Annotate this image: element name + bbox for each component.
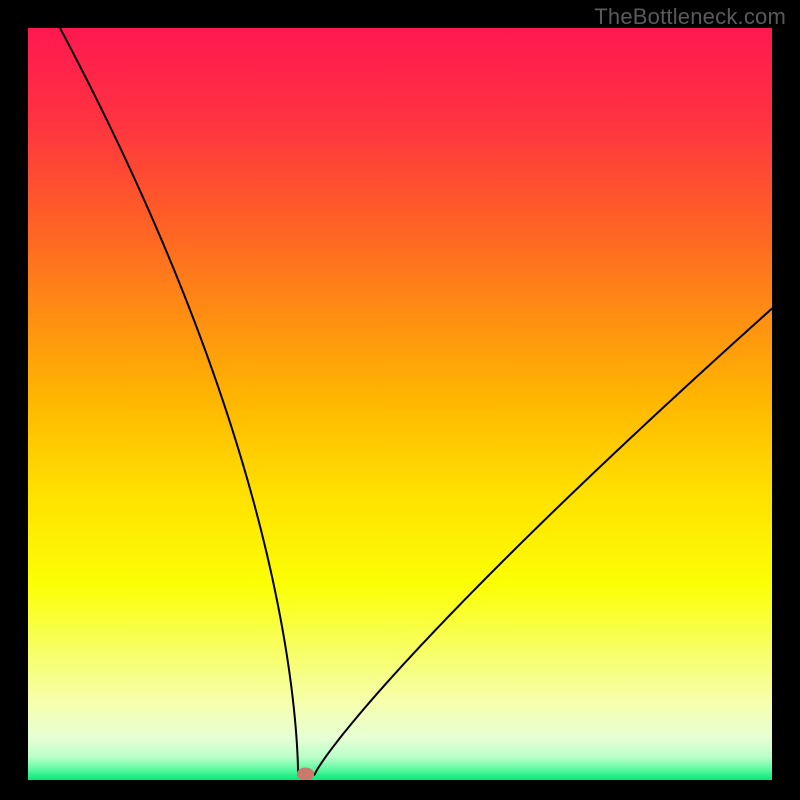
chart-container: TheBottleneck.com [0,0,800,800]
watermark-text: TheBottleneck.com [594,4,786,30]
optimal-point-marker [297,768,313,780]
bottleneck-plot [28,28,772,780]
